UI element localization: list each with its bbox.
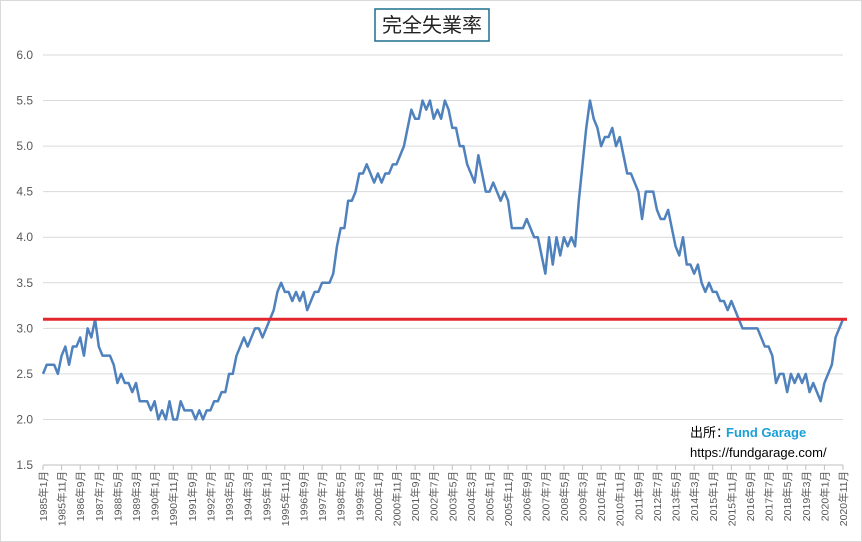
x-tick-label: 1993年5月 xyxy=(223,471,236,521)
x-tick-label: 2010年11月 xyxy=(614,471,627,526)
x-tick-label: 2009年3月 xyxy=(577,471,590,521)
y-tick-label: 4.0 xyxy=(16,230,33,244)
x-tick-label: 2010年1月 xyxy=(595,471,608,521)
x-tick-label: 1991年9月 xyxy=(186,471,199,521)
x-tick-label: 2014年3月 xyxy=(688,471,701,521)
x-tick-label: 1995年11月 xyxy=(279,471,292,526)
x-tick-label: 2015年1月 xyxy=(707,471,720,521)
x-tick-label: 2013年5月 xyxy=(670,471,683,521)
x-tick-label: 2003年5月 xyxy=(446,471,459,521)
y-tick-label: 3.0 xyxy=(16,321,33,335)
x-tick-label: 1990年11月 xyxy=(167,471,180,526)
x-tick-label: 2004年3月 xyxy=(465,471,478,521)
y-tick-label: 1.5 xyxy=(16,458,33,472)
y-tick-label: 2.0 xyxy=(16,412,33,426)
x-tick-label: 1987年7月 xyxy=(93,471,106,521)
y-tick-label: 3.5 xyxy=(16,276,33,290)
chart-title: 完全失業率 xyxy=(382,14,482,37)
x-tick-label: 1992年7月 xyxy=(204,471,217,521)
x-tick-label: 2020年1月 xyxy=(818,471,831,521)
x-tick-label: 1999年3月 xyxy=(353,471,366,521)
y-tick-label: 4.5 xyxy=(16,185,33,199)
x-tick-label: 2017年7月 xyxy=(763,471,776,521)
x-tick-label: 2000年11月 xyxy=(390,471,403,526)
x-tick-label: 2006年9月 xyxy=(521,471,534,521)
source-url: https://fundgarage.com/ xyxy=(690,445,827,460)
x-tick-label: 1994年3月 xyxy=(242,471,255,521)
x-tick-label: 2015年11月 xyxy=(725,471,738,526)
x-tick-label: 1989年3月 xyxy=(130,471,143,521)
x-tick-label: 2007年7月 xyxy=(539,471,552,521)
x-tick-label: 1997年7月 xyxy=(316,471,329,521)
y-tick-label: 5.5 xyxy=(16,94,33,108)
y-tick-label: 5.0 xyxy=(16,139,33,153)
source-label: 出所： xyxy=(690,425,729,440)
data-line xyxy=(41,99,845,421)
plot-area: 1.5 2.0 2.5 3.0 3.5 4.0 4.5 5.0 5.5 6.0 1985年1月 198… xyxy=(16,48,850,526)
x-tick-label: 1986年9月 xyxy=(74,471,87,521)
source-name: Fund Garage xyxy=(726,425,806,440)
x-tick-label: 1985年11月 xyxy=(56,471,69,526)
title-box xyxy=(374,8,490,42)
x-tick-label: 2012年7月 xyxy=(651,471,664,521)
x-tick-label: 2016年9月 xyxy=(744,471,757,521)
x-tick-label: 2011年9月 xyxy=(632,471,645,520)
x-tick-label: 2008年5月 xyxy=(558,471,571,521)
x-tick-label: 1988年5月 xyxy=(111,471,124,521)
x-tick-label: 2002年7月 xyxy=(428,471,441,521)
x-tick-label: 2018年5月 xyxy=(781,471,794,521)
y-tick-label: 6.0 xyxy=(16,48,33,62)
x-tick-label: 2019年3月 xyxy=(800,471,813,521)
x-tick-label: 1990年1月 xyxy=(149,471,162,521)
x-tick-label: 2020年11月 xyxy=(837,471,850,526)
x-tick-label: 1995年1月 xyxy=(260,471,273,521)
y-tick-label: 2.5 xyxy=(16,367,33,381)
x-tick-label: 1998年5月 xyxy=(335,471,348,521)
x-tick-label: 2001年9月 xyxy=(409,471,422,521)
x-tick-label: 2005年1月 xyxy=(484,471,497,521)
x-tick-label: 1996年9月 xyxy=(297,471,310,521)
x-tick-label: 2000年1月 xyxy=(372,471,385,521)
x-tick-label: 1985年1月 xyxy=(37,471,50,521)
x-tick-label: 2005年11月 xyxy=(502,471,515,526)
